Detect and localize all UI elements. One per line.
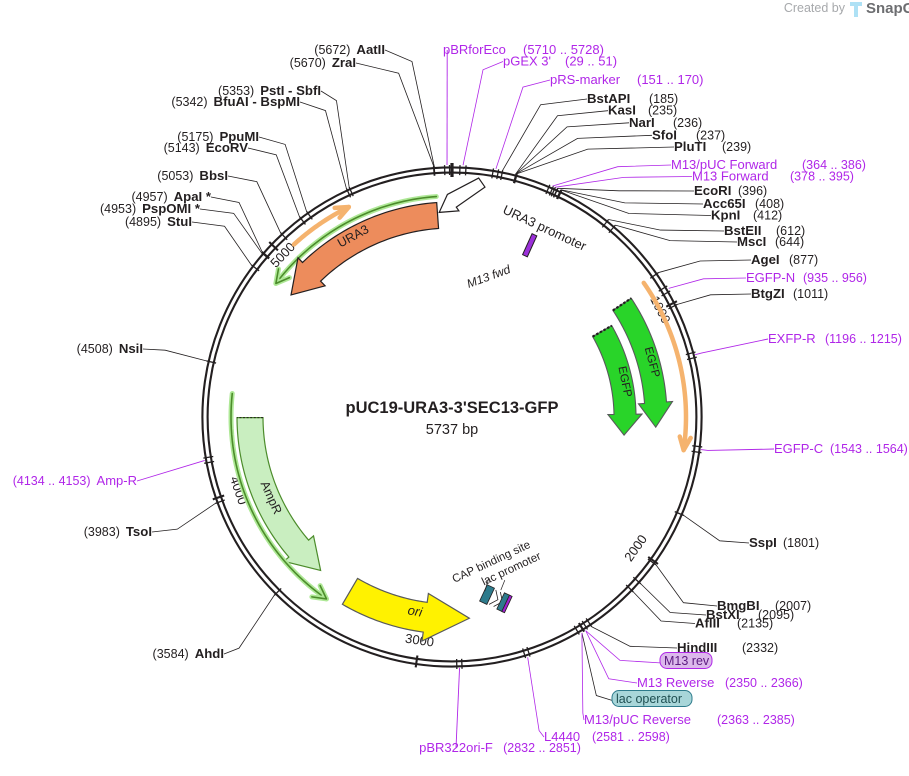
svg-text:pRS-marker: pRS-marker [550,72,621,87]
svg-text:M13 rev: M13 rev [664,654,710,668]
svg-text:(4134 .. 4153)Amp-R: (4134 .. 4153) Amp-R [13,473,137,488]
svg-text:(239): (239) [722,140,751,154]
svg-text:SnapGene: SnapGene [866,0,909,17]
svg-text:pBRforEco: pBRforEco [443,42,506,57]
svg-text:(3983)TsoI: (3983) TsoI [84,524,152,539]
svg-text:M13 Reverse: M13 Reverse [637,675,714,690]
svg-text:(378 .. 395): (378 .. 395) [790,170,854,184]
svg-text:(1801): (1801) [783,536,819,550]
svg-text:M13/pUC Reverse: M13/pUC Reverse [584,712,691,727]
svg-text:(151 .. 170): (151 .. 170) [637,72,704,87]
svg-text:M13 fwd: M13 fwd [465,262,513,291]
svg-text:pGEX 3': pGEX 3' [503,54,551,69]
svg-text:KpnI: KpnI [711,208,740,223]
svg-text:(5670)ZraI: (5670) ZraI [290,55,356,70]
svg-text:(877): (877) [789,253,818,267]
svg-text:lac operator: lac operator [616,692,682,706]
svg-text:(4895)StuI: (4895) StuI [125,214,192,229]
svg-text:(412): (412) [753,209,782,223]
svg-text:EXFP-R: EXFP-R [768,331,816,346]
svg-text:(644): (644) [775,235,804,249]
svg-text:pBR322ori-F: pBR322ori-F [419,740,493,755]
svg-text:(935 .. 956): (935 .. 956) [803,271,867,285]
svg-text:(5053)BbsI: (5053) BbsI [157,168,228,183]
svg-text:(3584)AhdI: (3584) AhdI [153,646,224,661]
svg-text:(2135): (2135) [737,617,773,631]
svg-text:(2581 .. 2598): (2581 .. 2598) [592,730,670,744]
svg-text:(4508)NsiI: (4508) NsiI [77,341,143,356]
svg-text:(1543 .. 1564): (1543 .. 1564) [830,442,908,456]
svg-text:pUC19-URA3-3'SEC13-GFP: pUC19-URA3-3'SEC13-GFP [346,399,559,417]
svg-text:Created by: Created by [784,1,846,15]
svg-text:(2363 .. 2385): (2363 .. 2385) [717,713,795,727]
svg-text:URA3 promoter: URA3 promoter [501,202,590,254]
svg-text:(1011): (1011) [793,287,828,301]
svg-text:(5143)EcoRV: (5143) EcoRV [164,140,249,155]
svg-text:PluTI: PluTI [674,139,706,154]
svg-text:2000: 2000 [621,532,650,564]
svg-text:(29 .. 51): (29 .. 51) [565,54,617,69]
svg-text:5737 bp: 5737 bp [426,422,478,438]
svg-text:EGFP-N: EGFP-N [746,270,795,285]
svg-text:BtgZI: BtgZI [751,286,785,301]
svg-text:MscI: MscI [737,234,766,249]
svg-text:AgeI: AgeI [751,252,780,267]
svg-text:SspI: SspI [749,535,777,550]
svg-text:NarI: NarI [629,115,655,130]
svg-text:M13 Forward: M13 Forward [692,169,769,184]
svg-text:(2350 .. 2366): (2350 .. 2366) [725,676,803,690]
svg-text:(2332): (2332) [742,641,778,655]
svg-text:(1196 .. 1215): (1196 .. 1215) [825,332,902,346]
svg-text:EGFP-C: EGFP-C [774,441,823,456]
svg-text:(5342)BfuAI - BspMI: (5342) BfuAI - BspMI [171,94,300,109]
svg-text:(2832 .. 2851): (2832 .. 2851) [503,741,581,755]
svg-text:AflII: AflII [695,616,720,631]
